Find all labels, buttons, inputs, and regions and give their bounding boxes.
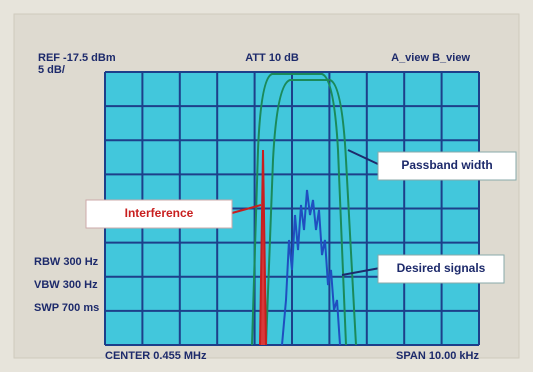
vbw: VBW 300 Hz xyxy=(34,279,98,291)
scale: 5 dB/ xyxy=(38,64,65,76)
interference-label: Interference xyxy=(125,206,194,220)
center-frequency: CENTER 0.455 MHz xyxy=(105,350,207,362)
view-mode: A_view B_view xyxy=(391,52,470,64)
attenuation: ATT 10 dB xyxy=(245,52,299,64)
ref-level: REF -17.5 dBm xyxy=(38,52,116,64)
desired-label: Desired signals xyxy=(397,261,486,275)
analyzer-screen: REF -17.5 dBm 5 dB/ ATT 10 dB A_view B_v… xyxy=(0,0,533,372)
passband-label: Passband width xyxy=(401,158,492,172)
sweep: SWP 700 ms xyxy=(34,302,99,314)
rbw: RBW 300 Hz xyxy=(34,256,99,268)
span: SPAN 10.00 kHz xyxy=(396,350,479,362)
